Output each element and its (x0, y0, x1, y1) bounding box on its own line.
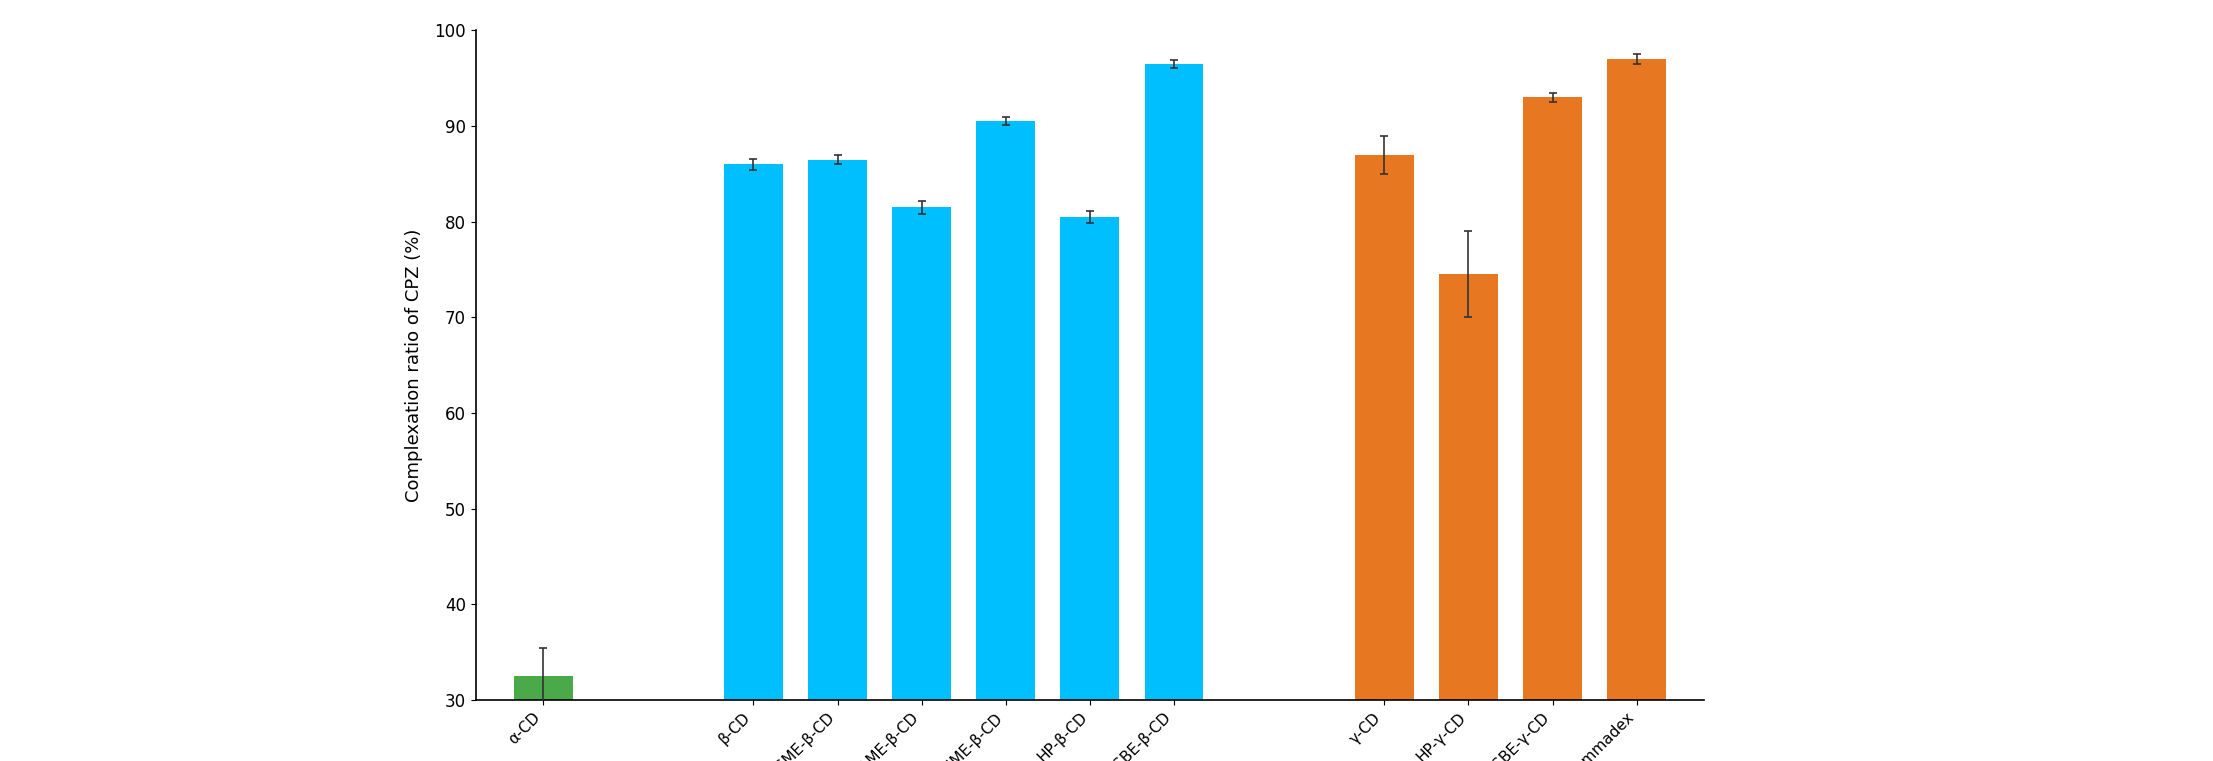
Bar (1523, 97, 1582, 700)
Bar (1607, 59, 1666, 700)
Bar (1144, 64, 1204, 700)
Bar (808, 160, 867, 700)
Bar (1438, 275, 1498, 700)
Bar (892, 208, 952, 700)
Bar (1060, 217, 1120, 700)
Bar (513, 677, 573, 700)
Bar (724, 164, 783, 700)
Bar (976, 121, 1036, 700)
Y-axis label: Complexation ratio of CPZ (%): Complexation ratio of CPZ (%) (405, 228, 423, 502)
Bar (1354, 154, 1414, 700)
